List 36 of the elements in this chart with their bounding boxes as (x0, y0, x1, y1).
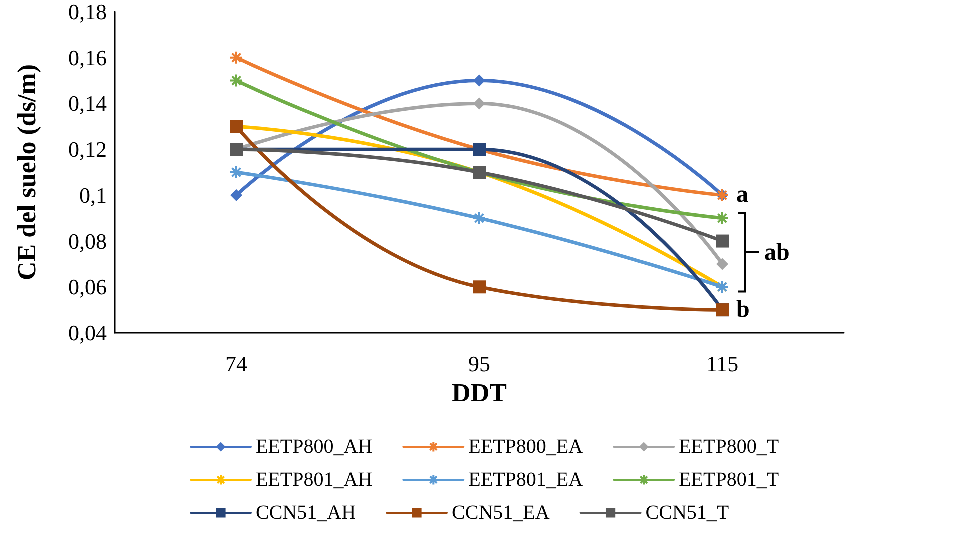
point (474, 98, 486, 110)
point (472, 211, 486, 226)
legend-label: CCN51_AH (256, 502, 356, 524)
y-tick-label: 0,14 (68, 91, 107, 116)
y-tick-label: 0,04 (68, 320, 107, 346)
point (230, 166, 244, 180)
legend-label: EETP801_EA (468, 469, 584, 491)
y-tick-label: 0,06 (68, 274, 107, 300)
y-tick-label: 0,12 (68, 137, 107, 162)
y-tick-label: 0,18 (68, 0, 107, 24)
y-axis-title: CE del suelo (ds/m) (12, 64, 42, 280)
point (474, 74, 486, 87)
x-axis-title: DDT (452, 378, 507, 408)
legend-label: CCN51_T (646, 502, 730, 524)
point (230, 189, 242, 202)
annotation: b (736, 297, 750, 324)
x-tick-label: 115 (706, 352, 739, 376)
point (716, 258, 728, 270)
legend-label: EETP801_AH (256, 469, 373, 491)
point (230, 74, 244, 88)
legend-label: CCN51_EA (452, 502, 550, 524)
point (473, 280, 486, 294)
legend-label: EETP800_EA (468, 436, 584, 458)
legend-label: EETP800_T (679, 436, 780, 458)
legend-label: EETP800_AH (256, 436, 373, 458)
point (716, 234, 729, 248)
x-tick-label: 74 (226, 352, 248, 376)
y-tick-label: 0,16 (68, 45, 107, 70)
legend-label: EETP801_T (679, 469, 780, 491)
annotation: ab (764, 240, 790, 266)
annotation: a (736, 182, 748, 208)
point (716, 211, 730, 226)
y-tick-label: 0,1 (80, 182, 107, 208)
x-tick-label: 95 (468, 352, 490, 376)
point (230, 50, 244, 65)
y-tick-label: 0,08 (68, 228, 107, 254)
